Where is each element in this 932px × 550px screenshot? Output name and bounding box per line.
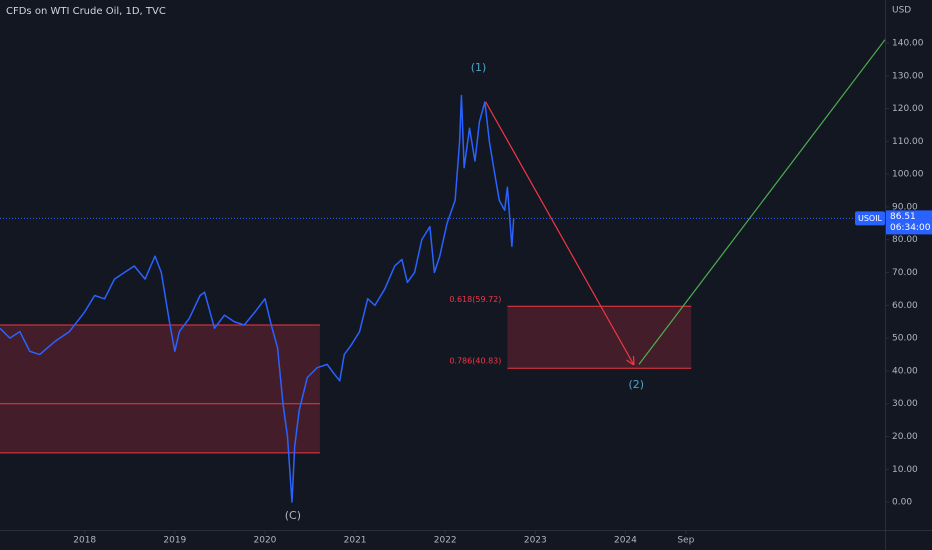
zone xyxy=(507,306,692,369)
y-tick-label: 80.00 xyxy=(892,235,918,245)
price-line-series xyxy=(0,94,515,503)
x-tick-label: 2022 xyxy=(434,536,457,546)
x-tick-label: 2019 xyxy=(163,536,186,546)
wave-label: (2) xyxy=(628,378,644,391)
chart-title: CFDs on WTI Crude Oil, 1D, TVC xyxy=(6,6,166,17)
price-badge xyxy=(886,210,932,235)
y-tick-label: 100.00 xyxy=(892,170,924,180)
y-tick-label: 120.00 xyxy=(892,104,924,114)
zone xyxy=(0,325,320,453)
y-tick-label: 50.00 xyxy=(892,334,918,344)
fib-label: 0.618(59.72) xyxy=(449,295,501,304)
fib-label: 0.786(40.83) xyxy=(449,357,501,366)
y-tick-label: 70.00 xyxy=(892,268,918,278)
wave-label: (C) xyxy=(285,509,301,522)
x-tick-label: 2023 xyxy=(524,536,547,546)
x-tick-label: 2021 xyxy=(344,536,367,546)
y-tick-label: 20.00 xyxy=(892,432,918,442)
y-tick-label: 0.00 xyxy=(892,498,912,508)
y-tick-label: 90.00 xyxy=(892,202,918,212)
symbol-label: USOIL xyxy=(858,214,883,223)
price-label: 86.51 xyxy=(890,212,916,222)
trend-line xyxy=(638,39,886,365)
currency-label: USD xyxy=(892,6,911,16)
wave-label: (1) xyxy=(471,61,487,74)
countdown-label: 06:34:00 xyxy=(890,223,931,233)
y-tick-label: 30.00 xyxy=(892,399,918,409)
y-tick-label: 130.00 xyxy=(892,71,924,81)
trend-line xyxy=(485,101,634,364)
symbol-badge xyxy=(855,211,885,226)
y-tick-label: 110.00 xyxy=(892,137,924,147)
x-tick-label: 2024 xyxy=(614,536,637,546)
y-tick-label: 40.00 xyxy=(892,366,918,376)
y-tick-label: 10.00 xyxy=(892,465,918,475)
x-tick-label: 2020 xyxy=(254,536,277,546)
y-tick-label: 140.00 xyxy=(892,38,924,48)
x-tick-label: 2018 xyxy=(73,536,96,546)
x-tick-label: Sep xyxy=(677,536,694,546)
y-tick-label: 60.00 xyxy=(892,301,918,311)
